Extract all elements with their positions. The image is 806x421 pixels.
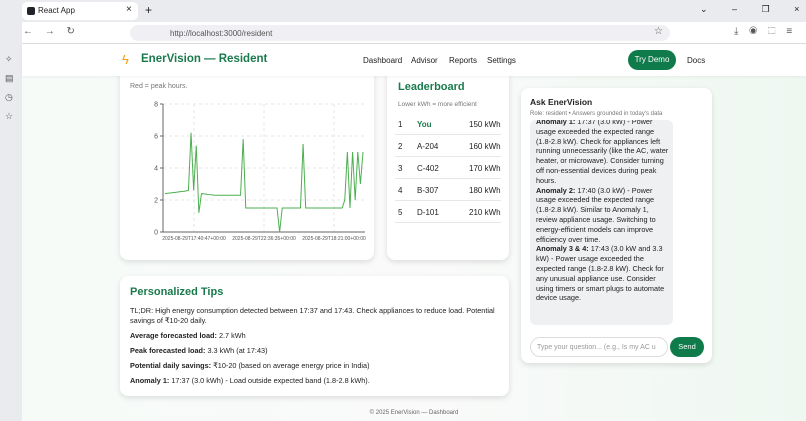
usage: 180 kWh xyxy=(469,186,501,195)
chart-subtitle: Red = peak hours. xyxy=(130,83,188,90)
nav-link[interactable]: Reports xyxy=(449,56,478,65)
resident-name: B-307 xyxy=(417,186,439,195)
leaderboard-row: 2 A-204 160 kWh xyxy=(395,135,501,157)
message: Anomaly 1: 17:37 (3.0 kW) - Power usage … xyxy=(536,120,670,186)
tips-card: Personalized Tips TL;DR: High energy con… xyxy=(120,276,509,396)
logo: ϟ xyxy=(122,52,129,67)
sidebar xyxy=(0,22,22,421)
sidebar-icons[interactable]: ✧ ▤ ◷ ☆ xyxy=(5,54,14,121)
text: 17:37 (3.0 kW) - Power usage exceeded th… xyxy=(536,120,669,185)
resident-name: C-402 xyxy=(417,164,439,173)
label: Average forecasted load: xyxy=(130,331,217,340)
docs-link[interactable]: Docs xyxy=(687,56,706,65)
y-tick-label: 0 xyxy=(154,230,158,237)
label: Potential daily savings: xyxy=(130,361,212,370)
text: 17:40 (3.0 kW) - Power usage exceeded th… xyxy=(536,185,656,244)
tab-icon xyxy=(27,7,35,15)
message: Anomaly 3 & 4: 17:43 (3.0 kW and 3.3 kW)… xyxy=(536,244,670,303)
y-tick-label: 4 xyxy=(154,166,158,173)
text: ₹10-20 (based on average energy price in… xyxy=(213,361,370,370)
nav-link[interactable]: Dashboard xyxy=(363,56,403,65)
message-bubble: Anomaly 1: 17:37 (3.0 kW) - Power usage … xyxy=(530,120,673,325)
usage: 170 kWh xyxy=(469,164,501,173)
y-tick-label: 8 xyxy=(154,102,158,109)
label: Anomaly 1: xyxy=(130,376,170,385)
label: Anomaly 3 & 4: xyxy=(536,244,589,254)
tab-title: React App xyxy=(38,6,75,15)
ask-title: Ask EnerVision xyxy=(530,97,593,107)
rank: 3 xyxy=(398,164,403,173)
line-chart: 0 2 4 6 8 2025-08-29T17:40:47+00:00 2025-08-29… xyxy=(154,102,366,243)
leaderboard-title: Leaderboard xyxy=(398,81,465,93)
usage: 160 kWh xyxy=(469,142,501,151)
url: http://localhost:3000/resident xyxy=(170,29,273,38)
text: 17:37 (3.0 kWh) - Load outside expected … xyxy=(171,376,370,385)
input-placeholder: Type your question... (e.g., Is my AC u xyxy=(537,344,656,351)
text: 3.3 kWh (at 17:43) xyxy=(207,346,268,355)
leaderboard-row: 5 D-101 210 kWh xyxy=(395,201,501,223)
usage: 210 kWh xyxy=(469,208,501,217)
rank: 2 xyxy=(398,142,403,151)
tips-title: Personalized Tips xyxy=(130,286,224,298)
leaderboard-subtitle: Lower kWh = more efficient xyxy=(398,101,477,108)
address-bar[interactable] xyxy=(130,25,670,41)
rank: 4 xyxy=(398,186,403,195)
leaderboard-row: 3 C-402 170 kWh xyxy=(395,157,501,179)
x-tick-label: 2025-08-29T22:36:35+00:00 xyxy=(232,236,296,242)
y-tick-label: 2 xyxy=(154,198,158,205)
label: Anomaly 2: xyxy=(536,185,576,195)
toolbar-icons[interactable]: ⤓ ◉ ⬚ ≡ xyxy=(734,26,793,37)
leaderboard-row: 1 You 150 kWh xyxy=(395,113,501,135)
rank: 1 xyxy=(398,120,403,129)
tip: Anomaly 1: 17:37 (3.0 kWh) - Load outsid… xyxy=(130,376,500,386)
header: ϟ EnerVision — Resident Dashboard Adviso… xyxy=(22,44,806,76)
rank: 5 xyxy=(398,208,403,217)
text: 2.7 kWh xyxy=(218,331,246,340)
x-tick-label: 2025-08-29T17:40:47+00:00 xyxy=(162,236,226,242)
nav-buttons[interactable]: ← → ↻ xyxy=(23,26,75,37)
leaderboard-row: 4 B-307 180 kWh xyxy=(395,179,501,201)
x-tick-label: 2025-08-29T18:21:00+00:00 xyxy=(302,236,366,242)
data-line xyxy=(164,132,364,233)
tab-close[interactable]: × xyxy=(126,4,132,15)
tip: Peak forecasted load: 3.3 kWh (at 17:43) xyxy=(130,346,500,356)
tip: Potential daily savings: ₹10-20 (based o… xyxy=(130,361,500,371)
nav-link[interactable]: Settings xyxy=(487,56,516,65)
message-text: Anomaly 1: 17:37 (3.0 kW) - Power usage … xyxy=(536,120,670,303)
resident-name: A-204 xyxy=(417,142,439,151)
ask-role: Role: resident • Answers grounded in tod… xyxy=(530,111,663,117)
usage: 150 kWh xyxy=(469,120,501,129)
chart-card: Red = peak hours. 0 2 4 6 8 2025-08-29T17:40:… xyxy=(120,60,374,260)
brand[interactable]: EnerVision — Resident xyxy=(141,53,268,65)
tip: Average forecasted load: 2.7 kWh xyxy=(130,331,500,341)
text: 17:43 (3.0 kW and 3.3 kW) - Power usage … xyxy=(536,244,665,303)
nav-link[interactable]: Advisor xyxy=(411,56,438,65)
leaderboard-card: Leaderboard Lower kWh = more efficient 1… xyxy=(387,60,509,260)
footer: © 2025 EnerVision — Dashboard xyxy=(369,410,459,416)
window-controls[interactable]: ⌄ – ❐ × xyxy=(700,4,800,14)
message-line: Anomaly 2: 17:40 (3.0 kW) - Power usage … xyxy=(536,186,670,245)
resident-name: You xyxy=(417,120,432,129)
send-button[interactable]: Send xyxy=(670,337,704,357)
ask-card: Ask EnerVision Role: resident • Answers … xyxy=(521,88,712,363)
leaderboard-table: 1 You 150 kWh 2 A-204 160 kWh 3 C-402 170 kWh 4 B-… xyxy=(395,113,501,228)
tab-bar xyxy=(0,0,806,22)
y-tick-label: 6 xyxy=(154,134,158,141)
message: Anomaly 2: 17:40 (3.0 kW) - Power usage … xyxy=(536,186,670,245)
new-tab[interactable]: + xyxy=(145,3,153,17)
tips-summary: TL;DR: High energy consumption detected … xyxy=(130,306,495,325)
tips-body: TL;DR: High energy consumption detected … xyxy=(130,306,500,391)
bookmark-star[interactable]: ☆ xyxy=(654,26,663,37)
label: Peak forecasted load: xyxy=(130,346,206,355)
message-line: Anomaly 1: 17:37 (3.0 kW) - Power usage … xyxy=(536,120,670,186)
question-input[interactable]: Type your question... (e.g., Is my AC u xyxy=(530,337,668,357)
label: Anomaly 1: xyxy=(536,120,576,126)
message-line: Anomaly 3 & 4: 17:43 (3.0 kW and 3.3 kW)… xyxy=(536,244,670,303)
try-demo-button[interactable]: Try Demo xyxy=(628,50,676,70)
tab[interactable] xyxy=(22,2,138,20)
resident-name: D-101 xyxy=(417,208,439,217)
